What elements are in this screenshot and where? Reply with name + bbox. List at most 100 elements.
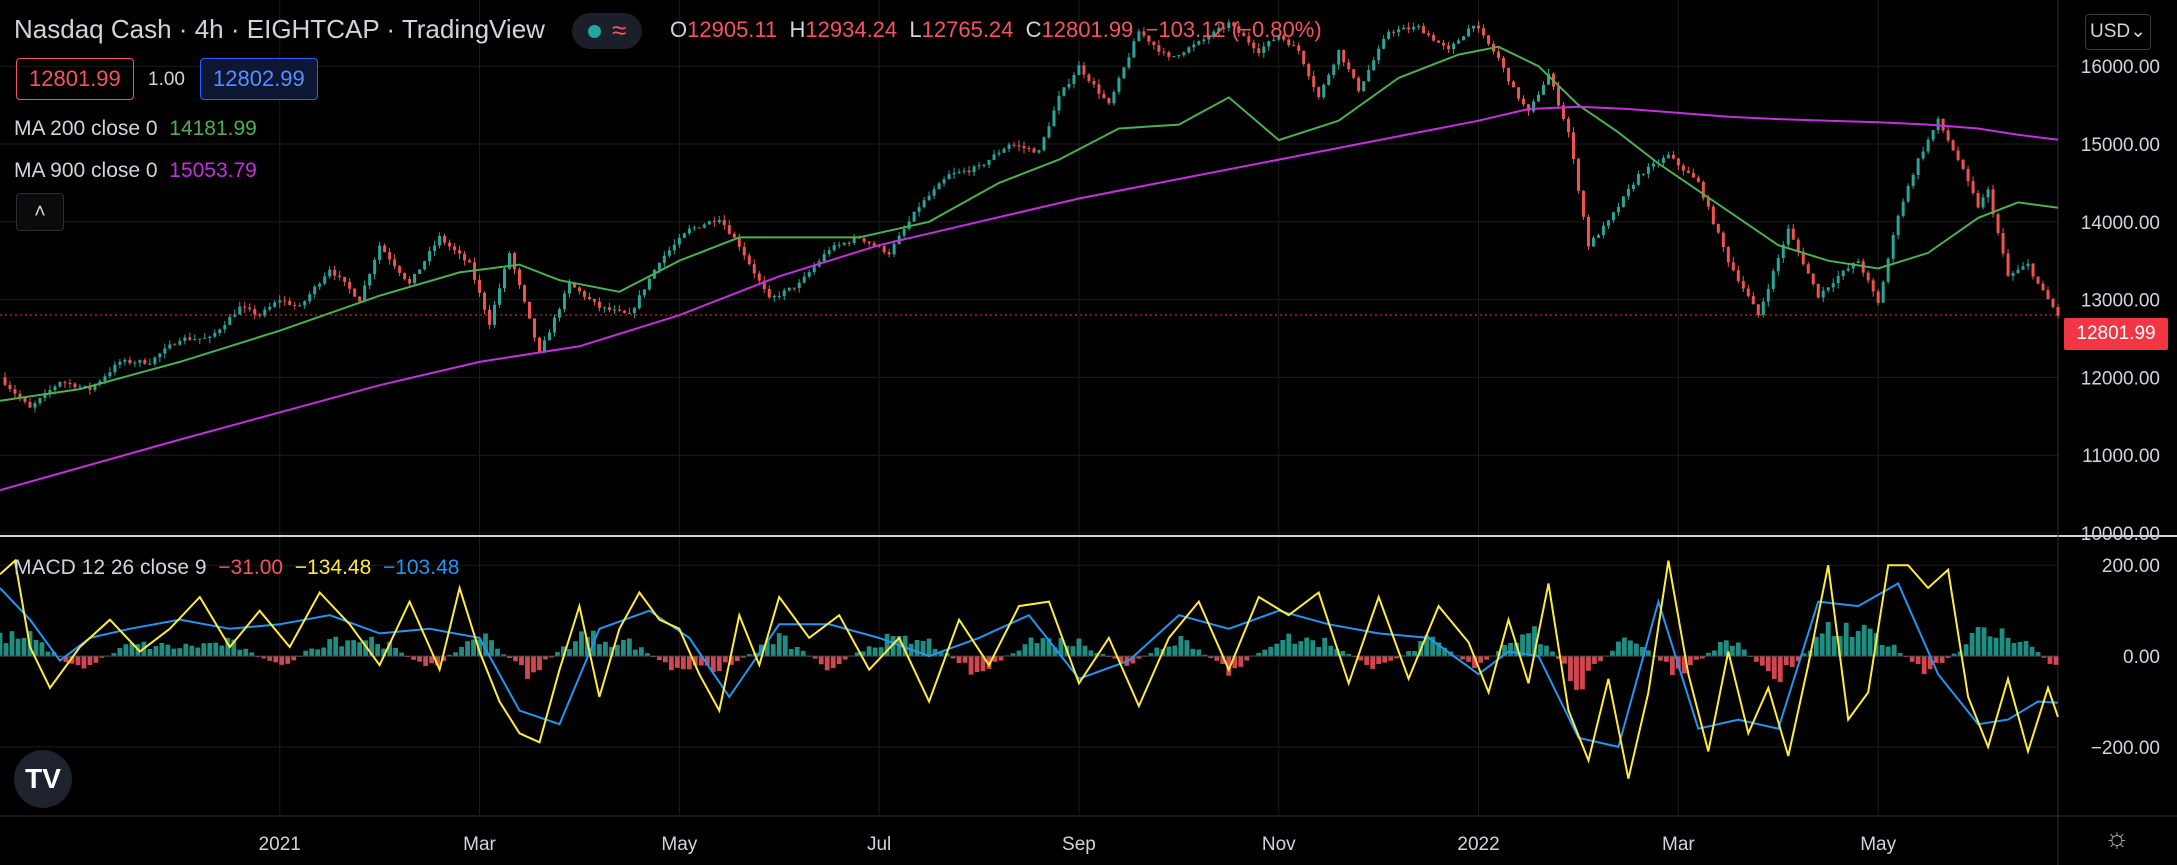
macd-histogram-bar — [1010, 653, 1016, 657]
chart-settings-icon[interactable]: ☼ — [2104, 822, 2130, 853]
macd-histogram-bar — [1663, 656, 1669, 662]
candle-body — [1616, 206, 1620, 213]
macd-histogram-bar — [1957, 651, 1963, 657]
macd-histogram-bar — [1442, 647, 1447, 657]
candle-body — [1432, 35, 1436, 41]
candle-body — [1811, 273, 1815, 284]
macd-histogram-bar — [1208, 656, 1214, 659]
currency-dropdown[interactable]: USD⌄ — [2085, 14, 2151, 50]
ma900-legend[interactable]: MA 900 close 0 15053.79 — [14, 159, 257, 182]
macd-histogram-bar — [716, 656, 722, 672]
candle-body — [607, 307, 611, 310]
macd-histogram-bar — [722, 656, 728, 663]
macd-histogram-bar — [63, 656, 69, 663]
macd-histogram-bar — [704, 656, 710, 666]
macd-histogram-bar — [1657, 656, 1663, 661]
buy-button[interactable]: 12802.99 — [200, 58, 318, 100]
candle-body — [253, 309, 257, 315]
macd-histogram-bar — [1088, 650, 1094, 657]
macd-histogram-bar — [1711, 650, 1717, 657]
candle-body — [1631, 184, 1635, 190]
macd-histogram-bar — [261, 656, 267, 659]
candle-body — [513, 253, 516, 270]
candle-body — [1157, 45, 1161, 52]
macd-legend[interactable]: MACD 12 26 close 9 −31.00 −134.48 −103.4… — [14, 556, 460, 579]
macd-histogram-bar — [872, 647, 878, 657]
macd-histogram-bar — [1753, 656, 1759, 662]
candle-body — [1876, 291, 1880, 303]
symbol-title[interactable]: Nasdaq Cash · 4h · EIGHTCAP · TradingVie… — [14, 14, 545, 44]
spread-value: 1.00 — [148, 69, 185, 90]
macd-histogram-bar — [1184, 640, 1190, 657]
market-status-pill[interactable]: ≈ — [572, 13, 642, 49]
macd-histogram-bar — [369, 636, 375, 657]
candle-body — [1591, 237, 1595, 247]
candle-body — [697, 227, 701, 229]
change-value: −103.12 (−0.80%) — [1145, 17, 1322, 42]
tradingview-logo[interactable]: TV — [14, 750, 72, 808]
candle-body — [1182, 52, 1186, 56]
candle-body — [13, 389, 17, 394]
macd-histogram-bar — [447, 654, 452, 657]
candle-body — [967, 170, 971, 173]
candle-body — [283, 300, 287, 302]
macd-histogram-bar — [1993, 637, 1999, 657]
candle-body — [1671, 154, 1675, 159]
macd-histogram-bar — [39, 642, 45, 657]
sell-button[interactable]: 12801.99 — [16, 58, 134, 100]
candle-body — [952, 172, 956, 175]
candle-body — [1527, 104, 1531, 112]
macd-histogram-bar — [1058, 637, 1064, 657]
macd-histogram-bar — [1196, 649, 1202, 657]
candle-body — [1347, 62, 1351, 70]
candle-body — [562, 293, 566, 310]
candle-body — [73, 383, 77, 388]
candle-body — [308, 294, 312, 302]
macd-histogram-bar — [393, 647, 399, 657]
candle-body — [1821, 290, 1825, 298]
macd-histogram-bar — [189, 645, 195, 657]
candle-body — [732, 233, 736, 238]
macd-histogram-bar — [962, 656, 968, 663]
candle-body — [1452, 43, 1456, 50]
candle-body — [582, 291, 586, 297]
collapse-legend-button[interactable]: ˄ — [16, 193, 64, 231]
macd-histogram-bar — [1795, 656, 1801, 662]
ma200-legend[interactable]: MA 200 close 0 14181.99 — [14, 117, 257, 140]
macd-histogram-bar — [1640, 646, 1645, 657]
candle-body — [852, 237, 856, 244]
candle-body — [882, 246, 886, 253]
macd-histogram-bar — [2005, 637, 2011, 657]
macd-histogram-bar — [597, 644, 602, 657]
macd-histogram-bar — [956, 656, 962, 664]
macd-histogram-bar — [267, 656, 273, 661]
macd-histogram-bar — [1316, 647, 1322, 657]
macd-histogram-bar — [519, 656, 524, 666]
candle-body — [807, 272, 811, 277]
candle-body — [1137, 31, 1141, 42]
candle-body — [1167, 52, 1171, 57]
macd-histogram-bar — [1466, 656, 1471, 662]
candle-body — [1836, 276, 1840, 284]
candle-body — [1716, 223, 1720, 233]
candle-body — [1646, 166, 1650, 174]
macd-histogram-bar — [1526, 633, 1531, 657]
candle-body — [587, 296, 591, 300]
macd-histogram-bar — [2047, 656, 2053, 664]
candle-body — [662, 255, 666, 263]
candle-body — [1127, 57, 1131, 68]
macd-histogram-bar — [656, 656, 662, 661]
candle-body — [1731, 262, 1735, 271]
candle-body — [1417, 26, 1421, 28]
macd-histogram-bar — [1897, 653, 1903, 657]
macd-histogram-bar — [147, 648, 153, 657]
macd-histogram-bar — [123, 644, 129, 657]
macd-histogram-bar — [225, 637, 231, 657]
macd-histogram-bar — [794, 647, 800, 657]
candle-body — [547, 332, 551, 341]
macd-histogram-bar — [974, 656, 980, 673]
candle-body — [1367, 70, 1371, 82]
macd-histogram-bar — [1628, 640, 1633, 657]
macd-histogram-bar — [1100, 653, 1106, 657]
